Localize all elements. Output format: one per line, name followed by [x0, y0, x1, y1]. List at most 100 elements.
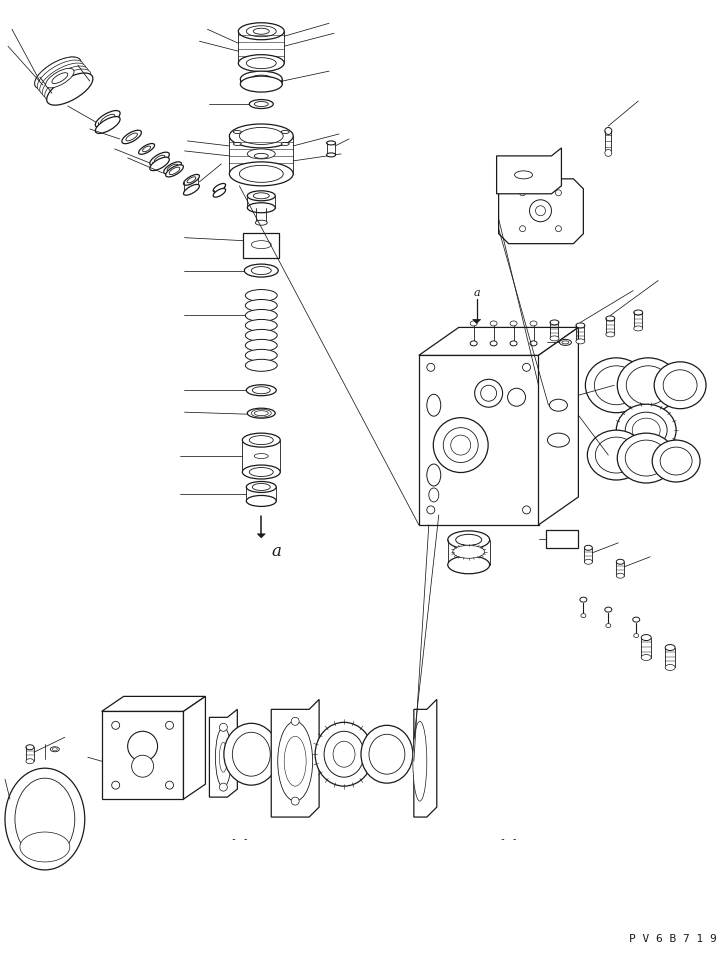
Text: a: a	[271, 543, 281, 560]
Ellipse shape	[547, 433, 569, 447]
Ellipse shape	[47, 73, 93, 105]
Ellipse shape	[247, 191, 276, 201]
Ellipse shape	[475, 379, 502, 407]
Text: a: a	[473, 287, 480, 298]
Text: P V 6 B 7 1 9: P V 6 B 7 1 9	[630, 934, 717, 944]
Ellipse shape	[587, 430, 645, 480]
Ellipse shape	[520, 190, 526, 195]
Ellipse shape	[333, 741, 355, 767]
Ellipse shape	[324, 731, 364, 777]
Ellipse shape	[26, 744, 34, 750]
Ellipse shape	[427, 363, 435, 372]
Ellipse shape	[617, 433, 675, 483]
Ellipse shape	[560, 339, 571, 346]
Ellipse shape	[166, 165, 183, 177]
Ellipse shape	[238, 23, 284, 39]
Ellipse shape	[284, 737, 306, 787]
Ellipse shape	[249, 436, 273, 445]
Ellipse shape	[242, 465, 280, 479]
Polygon shape	[271, 699, 319, 817]
Ellipse shape	[52, 73, 68, 83]
Ellipse shape	[242, 433, 280, 447]
Ellipse shape	[448, 556, 490, 574]
Ellipse shape	[595, 437, 638, 473]
Ellipse shape	[413, 721, 427, 801]
Ellipse shape	[555, 190, 561, 195]
Ellipse shape	[247, 148, 276, 159]
Ellipse shape	[550, 336, 559, 341]
Ellipse shape	[443, 427, 478, 463]
Ellipse shape	[46, 68, 74, 88]
Ellipse shape	[555, 226, 561, 232]
Polygon shape	[244, 233, 279, 258]
Ellipse shape	[520, 226, 526, 232]
Ellipse shape	[241, 76, 282, 92]
Ellipse shape	[576, 339, 585, 344]
Ellipse shape	[239, 127, 284, 145]
Ellipse shape	[470, 341, 477, 346]
Ellipse shape	[252, 266, 271, 275]
Ellipse shape	[183, 184, 199, 195]
Ellipse shape	[112, 721, 120, 729]
Ellipse shape	[326, 153, 336, 157]
Ellipse shape	[255, 220, 268, 225]
Ellipse shape	[238, 55, 284, 72]
Ellipse shape	[233, 143, 241, 146]
Ellipse shape	[326, 141, 336, 145]
Ellipse shape	[550, 399, 567, 411]
Ellipse shape	[427, 395, 441, 416]
Ellipse shape	[490, 321, 497, 326]
Ellipse shape	[40, 63, 86, 95]
Ellipse shape	[427, 506, 435, 513]
Ellipse shape	[585, 358, 647, 413]
Ellipse shape	[626, 366, 670, 404]
Ellipse shape	[241, 71, 282, 87]
Ellipse shape	[187, 177, 196, 183]
Ellipse shape	[530, 341, 537, 346]
Ellipse shape	[246, 57, 276, 69]
Ellipse shape	[523, 506, 531, 513]
Polygon shape	[539, 328, 579, 525]
Ellipse shape	[576, 323, 585, 328]
Ellipse shape	[246, 26, 276, 36]
Ellipse shape	[580, 597, 587, 603]
Ellipse shape	[229, 162, 293, 186]
Ellipse shape	[361, 725, 413, 783]
Ellipse shape	[166, 781, 174, 789]
Ellipse shape	[247, 203, 276, 213]
Ellipse shape	[52, 748, 57, 751]
Ellipse shape	[15, 778, 75, 860]
Ellipse shape	[595, 366, 638, 404]
Text: - -: - -	[230, 834, 248, 844]
Ellipse shape	[252, 240, 271, 249]
Ellipse shape	[632, 419, 660, 442]
Ellipse shape	[616, 573, 624, 579]
Ellipse shape	[585, 559, 593, 564]
Ellipse shape	[42, 66, 89, 98]
Ellipse shape	[20, 832, 70, 862]
Ellipse shape	[585, 545, 593, 550]
Ellipse shape	[112, 781, 120, 789]
Ellipse shape	[315, 722, 373, 787]
Polygon shape	[414, 699, 437, 817]
Ellipse shape	[581, 614, 586, 618]
Ellipse shape	[245, 289, 277, 302]
Ellipse shape	[632, 617, 640, 622]
Ellipse shape	[154, 155, 165, 163]
Ellipse shape	[252, 409, 271, 417]
Ellipse shape	[515, 171, 532, 179]
Ellipse shape	[246, 482, 276, 492]
Ellipse shape	[606, 331, 615, 337]
Ellipse shape	[122, 130, 141, 144]
Ellipse shape	[166, 721, 174, 729]
Ellipse shape	[246, 495, 276, 507]
Polygon shape	[419, 328, 579, 355]
Text: - -: - -	[499, 834, 518, 844]
Ellipse shape	[652, 440, 700, 482]
Ellipse shape	[126, 133, 137, 141]
Ellipse shape	[220, 742, 228, 772]
Ellipse shape	[26, 759, 34, 764]
Ellipse shape	[660, 447, 692, 475]
Ellipse shape	[239, 166, 284, 182]
Ellipse shape	[250, 75, 272, 83]
